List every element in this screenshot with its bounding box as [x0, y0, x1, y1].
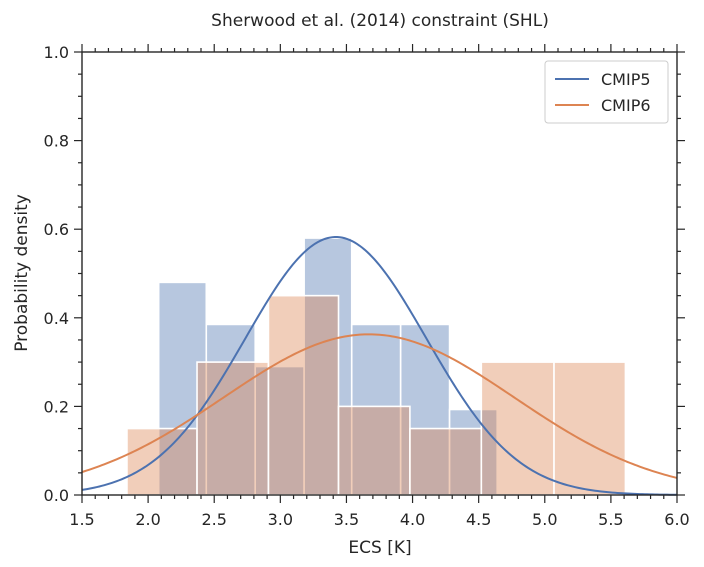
x-tick-labels: 1.5 2.0 2.5 3.0 3.5 4.0 4.5 5.0 5.5 6.0	[69, 510, 689, 529]
legend: CMIP5 CMIP6	[544, 60, 669, 124]
fit-curve-cmip6	[81, 333, 678, 479]
legend-label-cmip6: CMIP6	[601, 96, 651, 115]
legend-label-cmip5: CMIP5	[601, 70, 651, 89]
x-axis-label: ECS [K]	[348, 538, 411, 558]
histogram-bars	[126, 237, 627, 496]
y-tick-label: 0.2	[44, 397, 69, 416]
x-tick-label: 6.0	[664, 510, 689, 529]
plot-area	[74, 44, 685, 503]
axis-ticks	[74, 44, 685, 503]
x-tick-label: 3.5	[334, 510, 359, 529]
bar-cmip6-2	[267, 294, 340, 496]
y-tick-label: 0.8	[44, 132, 69, 151]
x-tick-label: 2.5	[201, 510, 226, 529]
y-axis-label: Probability density	[12, 194, 32, 352]
legend-box	[544, 60, 669, 124]
fit-curves	[81, 236, 678, 496]
bar-cmip6-3	[337, 405, 411, 496]
x-tick-label: 5.5	[598, 510, 623, 529]
x-tick-label: 5.0	[532, 510, 557, 529]
bar-cmip6-1	[196, 361, 270, 496]
bar-cmip5-1	[205, 323, 257, 496]
x-tick-label: 4.0	[400, 510, 425, 529]
bar-cmip6-6	[553, 361, 627, 496]
chart-title: Sherwood et al. (2014) constraint (SHL)	[211, 11, 549, 31]
x-tick-label: 4.5	[466, 510, 491, 529]
x-tick-label: 2.0	[135, 510, 160, 529]
y-tick-label: 0.6	[44, 220, 69, 239]
y-tick-label: 0.0	[44, 486, 69, 505]
bar-cmip6-0	[126, 427, 198, 496]
y-tick-labels: 0.0 0.2 0.4 0.6 0.8 1.0	[44, 43, 69, 505]
x-tick-label: 3.0	[268, 510, 293, 529]
y-tick-label: 0.4	[44, 309, 69, 328]
bar-cmip6-4	[409, 427, 483, 496]
bar-cmip5-0	[157, 281, 208, 496]
y-tick-label: 1.0	[44, 43, 69, 62]
fit-curve-cmip5	[81, 236, 678, 496]
x-tick-label: 1.5	[69, 510, 94, 529]
